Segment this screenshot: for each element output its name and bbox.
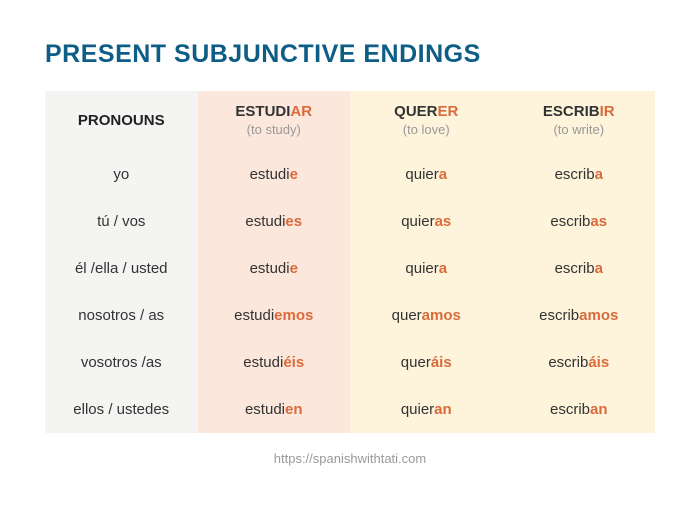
conjugation-table: PRONOUNS yo tú / vos él /ella / usted no… bbox=[45, 91, 655, 433]
conj-cell: estudiéis bbox=[198, 339, 351, 386]
verb-gloss: (to love) bbox=[350, 122, 503, 137]
conj-cell: escribáis bbox=[503, 339, 656, 386]
verb-header-ending: IR bbox=[600, 103, 615, 120]
verb-header-ending: AR bbox=[290, 103, 312, 120]
conj-cell: quieran bbox=[350, 386, 503, 433]
verb-column-er: QUERER (to love) quiera quieras quiera q… bbox=[350, 91, 503, 433]
pronouns-column: PRONOUNS yo tú / vos él /ella / usted no… bbox=[45, 91, 198, 433]
conj-cell: escriba bbox=[503, 151, 656, 198]
conj-cell: queramos bbox=[350, 292, 503, 339]
conj-cell: estudies bbox=[198, 198, 351, 245]
footer-link: https://spanishwithtati.com bbox=[45, 451, 655, 466]
conj-cell: quieras bbox=[350, 198, 503, 245]
pronoun-cell: tú / vos bbox=[45, 198, 198, 245]
verb-header: QUERER (to love) bbox=[350, 91, 503, 151]
pronouns-header: PRONOUNS bbox=[45, 91, 198, 151]
pronoun-cell: nosotros / as bbox=[45, 292, 198, 339]
conj-cell: queráis bbox=[350, 339, 503, 386]
verb-gloss: (to write) bbox=[503, 122, 656, 137]
verb-header: ESCRIBIR (to write) bbox=[503, 91, 656, 151]
verb-header-stem: ESTUDI bbox=[235, 103, 290, 120]
conj-cell: estudiemos bbox=[198, 292, 351, 339]
conj-cell: escriban bbox=[503, 386, 656, 433]
verb-column-ar: ESTUDIAR (to study) estudie estudies est… bbox=[198, 91, 351, 433]
pronoun-cell: él /ella / usted bbox=[45, 245, 198, 292]
conj-cell: estudie bbox=[198, 151, 351, 198]
conj-cell: escribas bbox=[503, 198, 656, 245]
pronoun-cell: yo bbox=[45, 151, 198, 198]
pronoun-cell: ellos / ustedes bbox=[45, 386, 198, 433]
conj-cell: estudien bbox=[198, 386, 351, 433]
conj-cell: quiera bbox=[350, 151, 503, 198]
verb-header-stem: QUER bbox=[394, 103, 437, 120]
verb-header-ending: ER bbox=[438, 103, 459, 120]
conj-cell: escriba bbox=[503, 245, 656, 292]
verb-gloss: (to study) bbox=[198, 122, 351, 137]
conj-cell: estudie bbox=[198, 245, 351, 292]
conj-cell: quiera bbox=[350, 245, 503, 292]
verb-header-stem: ESCRIB bbox=[543, 103, 600, 120]
page-title: PRESENT SUBJUNCTIVE ENDINGS bbox=[45, 40, 655, 69]
verb-header: ESTUDIAR (to study) bbox=[198, 91, 351, 151]
verb-column-ir: ESCRIBIR (to write) escriba escribas esc… bbox=[503, 91, 656, 433]
pronoun-cell: vosotros /as bbox=[45, 339, 198, 386]
conj-cell: escribamos bbox=[503, 292, 656, 339]
